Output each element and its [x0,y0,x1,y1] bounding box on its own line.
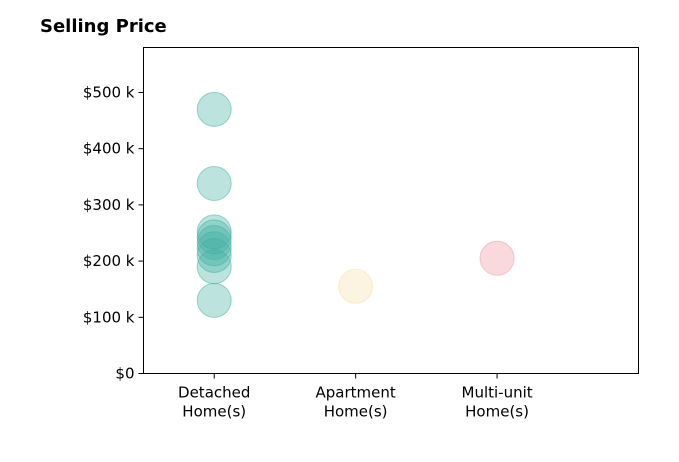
data-point [196,91,232,127]
data-point [196,282,232,318]
data-point [196,249,232,285]
y-tick-label: $300 k [83,196,135,214]
y-tick-label: $500 k [83,83,135,101]
data-marks [196,91,515,318]
x-tick-label: Apartment Home(s) [316,384,396,421]
chart-title: Selling Price [40,16,167,37]
plot-frame [143,47,639,374]
data-point [196,166,232,202]
y-tick-label: $400 k [83,140,135,158]
data-point [196,219,232,255]
data-point [479,240,515,276]
y-axis: $0 $100 k $200 k $300 k $400 k $500 k [83,83,144,383]
x-axis: Detached Home(s) Apartment Home(s) Multi-uni… [178,373,533,421]
y-tick-label: $100 k [83,308,135,326]
data-point [196,237,232,273]
x-tick-label: Multi-unit Home(s) [462,384,533,421]
data-point [338,268,374,304]
y-tick-label: $200 k [83,252,135,270]
y-tick-label: $0 [115,365,134,383]
x-tick-label: Detached Home(s) [178,384,250,421]
